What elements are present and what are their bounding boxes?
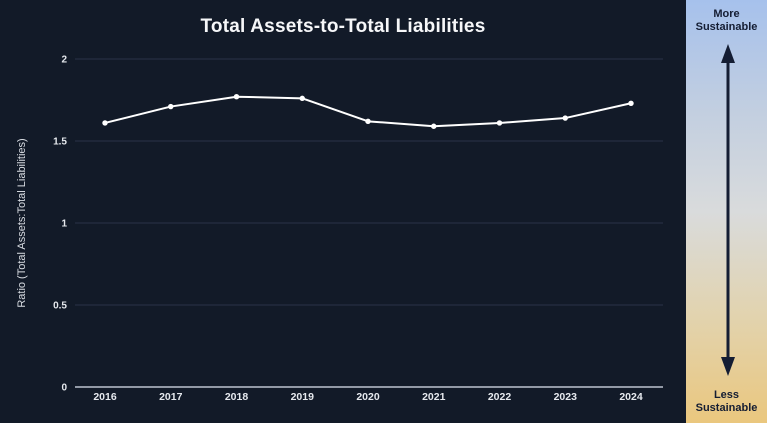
less-sustainable-label: Less Sustainable xyxy=(695,389,758,414)
y-axis-title: Ratio (Total Assets:Total Liabilities) xyxy=(16,138,28,308)
y-tick-label: 0.5 xyxy=(53,301,67,312)
x-tick-label: 2021 xyxy=(422,391,446,403)
more-sustainable-label: More Sustainable xyxy=(695,8,758,33)
x-tick-label: 2023 xyxy=(554,391,578,403)
data-point xyxy=(496,120,503,126)
double-arrow-icon xyxy=(721,44,735,376)
data-point xyxy=(562,115,568,121)
x-tick-label: 2019 xyxy=(291,391,315,403)
y-tick-label: 1.5 xyxy=(53,137,67,148)
sustainability-scale: More Sustainable Less Sustainable xyxy=(686,0,767,423)
data-point xyxy=(365,118,371,125)
y-tick-label: 0 xyxy=(61,383,67,394)
arrow-head-up xyxy=(721,44,735,63)
chart-title: Total Assets-to-Total Liabilities xyxy=(200,16,486,37)
data-point xyxy=(168,103,174,110)
x-tick-label: 2024 xyxy=(619,391,643,403)
data-point xyxy=(299,95,305,102)
arrow-head-down xyxy=(721,357,735,376)
data-point xyxy=(431,123,437,129)
line-plot: 0 0.5 1 1.5 2 2016 2017 2018 2019 2020 2021 2022 202… xyxy=(53,55,663,403)
y-tick-label: 2 xyxy=(61,55,67,66)
x-tick-label: 2022 xyxy=(488,391,512,403)
data-point xyxy=(628,100,634,106)
chart-region: Total Assets-to-Total Liabilities Ratio … xyxy=(16,16,663,403)
y-tick-label: 1 xyxy=(61,219,67,230)
data-point xyxy=(102,120,108,126)
x-tick-label: 2017 xyxy=(159,391,183,403)
x-tick-label: 2018 xyxy=(225,391,249,403)
x-tick-label: 2016 xyxy=(93,391,117,403)
x-tick-label: 2020 xyxy=(356,391,380,403)
data-point xyxy=(233,94,240,100)
